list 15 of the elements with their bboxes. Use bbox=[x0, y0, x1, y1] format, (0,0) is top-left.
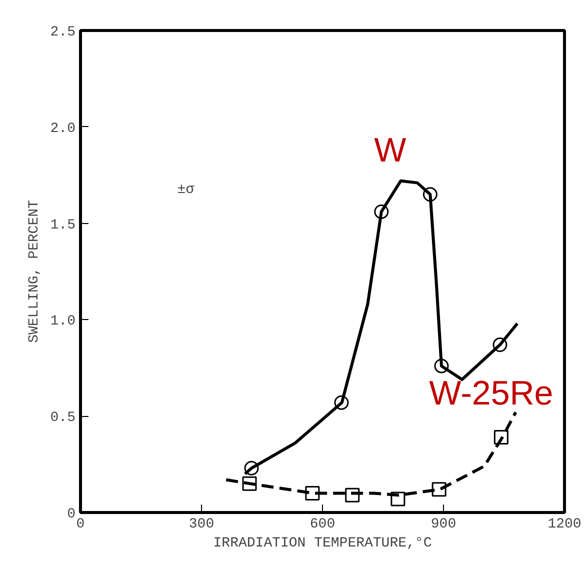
y-tick-label: 1.5 bbox=[50, 217, 76, 234]
y-tick-label: 2.5 bbox=[50, 24, 76, 40]
y-tick-label: 1.0 bbox=[50, 314, 76, 330]
x-axis-title: IRRADIATION TEMPERATURE,°C bbox=[213, 536, 432, 552]
annotation: ±σ bbox=[177, 182, 195, 198]
x-tick-label: 300 bbox=[188, 516, 214, 532]
y-axis-title: SWELLING, PERCENT bbox=[26, 200, 42, 343]
x-tick-label: 900 bbox=[430, 516, 456, 532]
y-tick-label: 2.0 bbox=[50, 120, 76, 137]
y-tick-label: 0.5 bbox=[50, 410, 76, 426]
x-tick-label: 600 bbox=[310, 516, 336, 532]
series-label: W bbox=[374, 131, 406, 170]
x-tick-label: 1200 bbox=[548, 516, 582, 532]
series-label: W-25Re bbox=[429, 374, 554, 412]
y-tick-label: 0 bbox=[67, 506, 76, 522]
